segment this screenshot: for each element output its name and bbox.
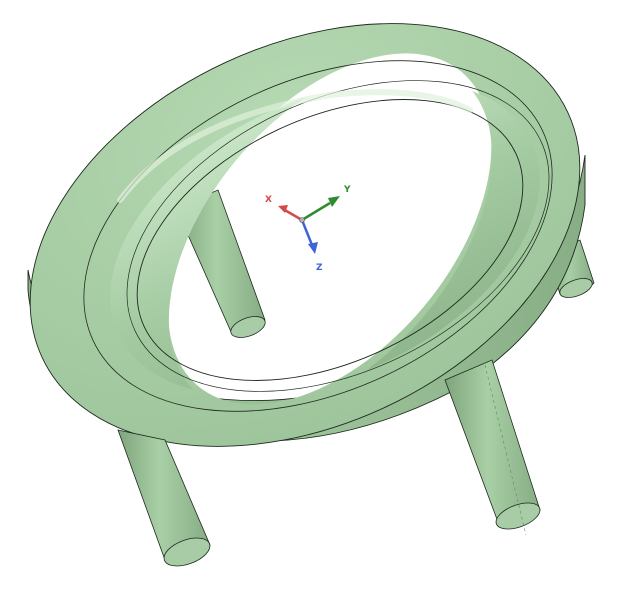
x-axis-label: X xyxy=(265,195,272,205)
z-axis-label: Z xyxy=(316,263,323,273)
axis-triad[interactable]: X Y Z xyxy=(265,185,351,273)
front-leg-left xyxy=(117,429,211,567)
y-axis-label: Y xyxy=(343,185,351,195)
ring-top-face xyxy=(29,23,581,447)
x-axis-arrow xyxy=(278,205,303,222)
front-leg-right xyxy=(444,359,541,536)
triad-origin xyxy=(299,217,305,223)
z-axis-arrow xyxy=(300,219,318,254)
y-axis-arrow xyxy=(301,196,340,222)
